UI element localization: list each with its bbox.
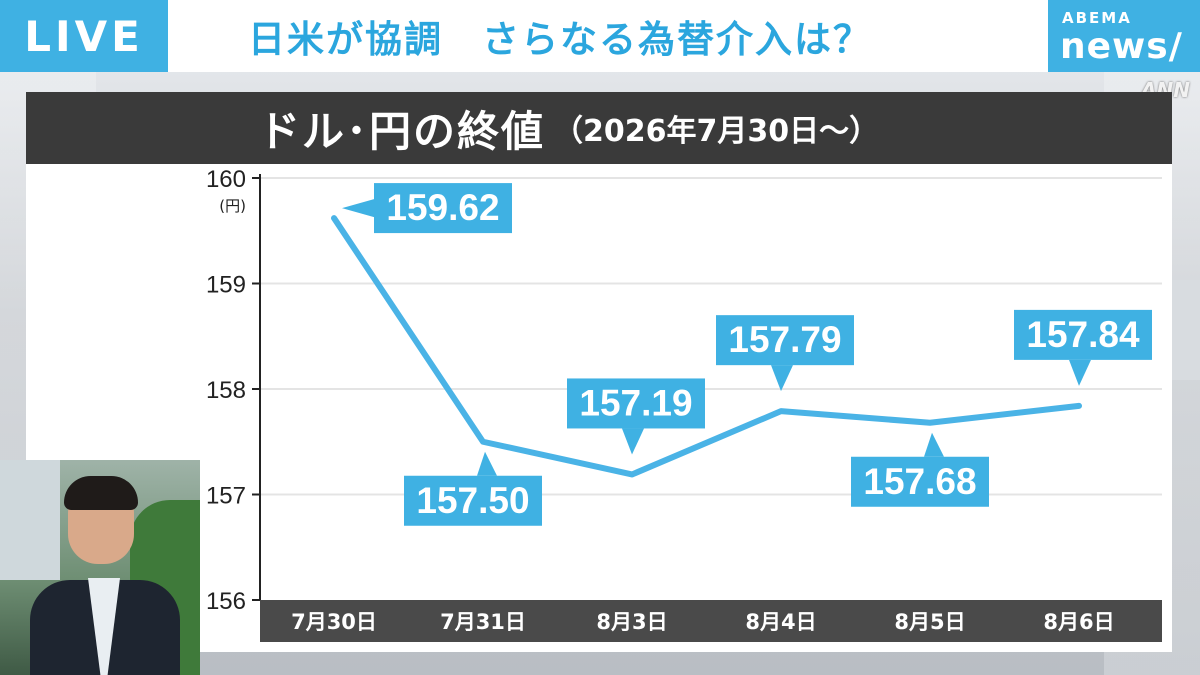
data-label-pointer (342, 199, 374, 218)
live-badge: LIVE (0, 0, 168, 72)
y-tick-label: 158 (206, 377, 246, 404)
data-label-box (404, 475, 542, 526)
chart-title: ドル･円の終値 (258, 106, 546, 156)
x-tick-label: 8月3日 (596, 610, 667, 634)
chart-panel: ドル･円の終値 （2026年7月30日～） 160 159 158 157 156 (円)… (26, 92, 1172, 652)
presenter (30, 476, 180, 675)
chart-subtitle: （2026年7月30日～） (553, 114, 880, 149)
data-label-box (851, 456, 989, 507)
data-label: 157.68 (863, 461, 976, 502)
presenter-video (0, 460, 200, 675)
data-label-pointer (477, 451, 497, 476)
x-tick-label: 8月4日 (745, 610, 816, 634)
headline: 日米が協調 さらなる為替介入は？ (248, 18, 872, 61)
x-axis-band (260, 600, 1162, 642)
data-label-pointer (622, 428, 644, 455)
data-label: 157.19 (579, 382, 692, 423)
x-tick-label: 7月30日 (291, 610, 377, 634)
data-label-pointer (771, 365, 793, 392)
x-tick-label: 7月31日 (440, 610, 526, 634)
data-label-pointer (1069, 359, 1091, 386)
presenter-hair (64, 476, 138, 510)
brand-top: ABEMA (1062, 9, 1132, 27)
x-tick-label: 8月5日 (894, 610, 965, 634)
y-axis-unit: (円) (219, 197, 246, 215)
y-tick-label: 156 (206, 588, 246, 615)
chart-title-bar: ドル･円の終値 （2026年7月30日～） (26, 92, 1172, 164)
data-label: 157.50 (416, 480, 529, 521)
line-chart: 160 159 158 157 156 (円) 7月30日 7月31日 8月3日 8月4日 8月5日… (206, 166, 1162, 642)
data-label: 157.84 (1026, 314, 1140, 355)
abema-news-logo: ABEMA news/ (1048, 0, 1200, 72)
y-tick-label: 157 (206, 483, 246, 510)
x-tick-label: 8月6日 (1043, 610, 1114, 634)
data-label-box (374, 183, 512, 234)
brand-bottom: news/ (1060, 26, 1183, 67)
data-label-box (1014, 309, 1152, 360)
series-line (331, 215, 1082, 478)
data-label-box (567, 378, 705, 429)
data-label-box (716, 315, 854, 366)
window-backdrop (0, 460, 60, 580)
top-banner: LIVE 日米が協調 さらなる為替介入は？ ABEMA news/ (0, 0, 1200, 72)
data-label: 159.62 (386, 187, 499, 228)
data-label: 157.79 (728, 319, 841, 360)
y-tick-label: 160 (206, 166, 246, 193)
data-label-pointer (924, 432, 944, 457)
y-tick-label: 159 (206, 272, 246, 299)
